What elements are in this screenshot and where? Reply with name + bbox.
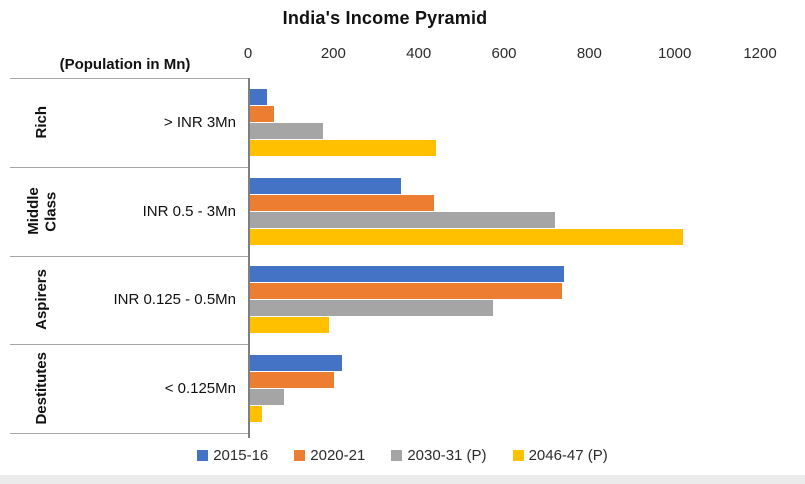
category-label-rich: Rich bbox=[16, 78, 68, 167]
x-tick-600: 600 bbox=[491, 45, 517, 62]
category-label-middle-class: Middle Class bbox=[16, 167, 68, 256]
category-label-destitutes: Destitutes bbox=[16, 344, 68, 433]
x-tick-0: 0 bbox=[243, 45, 253, 62]
legend-label: 2020-21 bbox=[310, 447, 366, 464]
legend-item-2030-31-p: 2030-31 (P) bbox=[391, 447, 487, 464]
income-range-label-rich: > INR 3Mn bbox=[163, 113, 236, 131]
bar-2015-16-middle-class bbox=[250, 178, 401, 194]
bar-2046-47-p-middle-class bbox=[250, 229, 683, 245]
legend-swatch-icon bbox=[391, 450, 403, 461]
row-separator-line bbox=[10, 167, 248, 168]
legend-item-2015-16: 2015-16 bbox=[197, 447, 268, 464]
axis-unit-label: (Population in Mn) bbox=[59, 56, 191, 73]
bar-2020-21-destitutes bbox=[250, 372, 334, 388]
bottom-strip bbox=[0, 475, 805, 484]
bar-2030-31-p-aspirers bbox=[250, 300, 493, 316]
category-label-text: Rich bbox=[33, 106, 51, 139]
bar-2020-21-rich bbox=[250, 106, 274, 122]
legend-item-2020-21: 2020-21 bbox=[294, 447, 365, 464]
category-label-text: Destitutes bbox=[33, 352, 51, 425]
bar-2030-31-p-middle-class bbox=[250, 212, 555, 228]
category-label-text: Aspirers bbox=[33, 269, 51, 331]
bar-2046-47-p-destitutes bbox=[250, 406, 262, 422]
legend-swatch-icon bbox=[512, 450, 524, 461]
bar-2030-31-p-destitutes bbox=[250, 389, 284, 405]
category-label-text: Middle Class bbox=[24, 187, 59, 235]
legend: 2015-16 2020-21 2030-31 (P) 2046-47 (P) bbox=[0, 447, 805, 464]
income-range-label-middle-class: INR 0.5 - 3Mn bbox=[142, 202, 236, 220]
legend-label: 2046-47 (P) bbox=[528, 447, 608, 464]
bar-2015-16-rich bbox=[250, 89, 267, 105]
chart-title: India's Income Pyramid bbox=[282, 8, 488, 28]
legend-label: 2030-31 (P) bbox=[407, 447, 487, 464]
bar-2015-16-destitutes bbox=[250, 355, 342, 371]
income-range-label-aspirers: INR 0.125 - 0.5Mn bbox=[113, 291, 236, 309]
row-separator-line bbox=[10, 256, 248, 257]
x-tick-800: 800 bbox=[576, 45, 602, 62]
x-tick-1200: 1200 bbox=[743, 45, 777, 62]
x-tick-1000: 1000 bbox=[657, 45, 692, 62]
bar-2030-31-p-rich bbox=[250, 123, 323, 139]
income-range-label-destitutes: < 0.125Mn bbox=[164, 380, 236, 398]
x-tick-400: 400 bbox=[406, 45, 432, 62]
legend-swatch-icon bbox=[197, 450, 209, 461]
row-separator-line bbox=[10, 78, 248, 79]
row-separator-line bbox=[10, 344, 248, 345]
legend-item-2046-47-p: 2046-47 (P) bbox=[512, 447, 608, 464]
bar-2020-21-middle-class bbox=[250, 195, 434, 211]
y-axis-line bbox=[248, 78, 250, 438]
x-tick-200: 200 bbox=[320, 45, 346, 62]
bar-2046-47-p-rich bbox=[250, 140, 436, 156]
bar-2015-16-aspirers bbox=[250, 266, 564, 282]
row-separator-line bbox=[10, 433, 248, 434]
bar-2020-21-aspirers bbox=[250, 283, 562, 299]
bar-2046-47-p-aspirers bbox=[250, 317, 329, 333]
category-label-aspirers: Aspirers bbox=[16, 256, 68, 345]
legend-swatch-icon bbox=[294, 450, 306, 461]
legend-label: 2015-16 bbox=[213, 447, 269, 464]
